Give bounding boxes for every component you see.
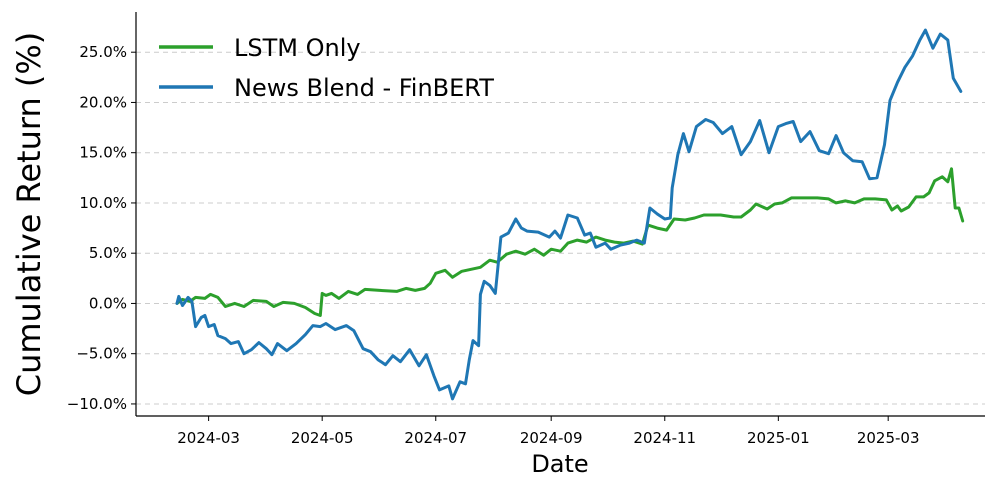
legend: LSTM Only News Blend - FinBERT [159, 34, 494, 102]
x-tick-label: 2024-07 [404, 429, 467, 447]
y-tick-label: −10.0% [67, 395, 127, 413]
gridlines [136, 51, 985, 405]
x-tick-label: 2024-03 [177, 429, 240, 447]
y-tick-label: 20.0% [79, 93, 127, 111]
legend-label: News Blend - FinBERT [234, 74, 494, 102]
x-tick-label: 2024-09 [520, 429, 583, 447]
y-tick-label: 5.0% [89, 244, 127, 262]
x-tick-label: 2024-05 [291, 429, 354, 447]
x-tick-label: 2025-03 [857, 429, 920, 447]
y-axis-title: Cumulative Return (%) [10, 32, 48, 397]
y-tick-label: 0.0% [89, 294, 127, 312]
y-tick-label: 25.0% [79, 43, 127, 61]
y-tick-label: −5.0% [76, 345, 127, 363]
axes [135, 12, 985, 417]
y-ticks: −10.0% −5.0% 0.0% 5.0% 10.0% 15.0% 20.0% 25.0% [67, 43, 136, 413]
series-line-lstm-only [175, 167, 965, 317]
y-tick-label: 10.0% [79, 194, 127, 212]
legend-label: LSTM Only [234, 34, 361, 62]
x-ticks: 2024-03 2024-05 2024-07 2024-09 2024-11 2025-… [177, 416, 920, 447]
x-tick-label: 2025-01 [747, 429, 810, 447]
y-tick-label: 15.0% [79, 144, 127, 162]
series-line-news-blend-finbert [175, 28, 963, 401]
x-axis-title: Date [531, 450, 588, 478]
x-tick-label: 2024-11 [633, 429, 696, 447]
series-lines [175, 28, 965, 401]
